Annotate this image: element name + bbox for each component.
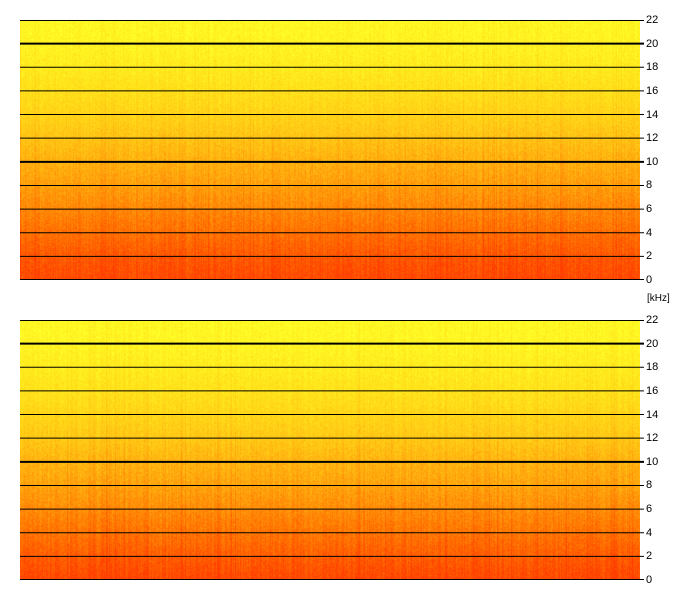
frequency-axis-bottom: 22 20 18 16 14 12 10 8 6 4 2 0	[646, 314, 676, 586]
tick-label-top-10: 10	[646, 155, 659, 168]
tick-label-bottom-6: 6	[646, 503, 653, 516]
tick-label-bottom-14: 14	[646, 408, 659, 421]
tick-label-top-2: 2	[646, 250, 653, 263]
spectrogram-bottom-image	[20, 320, 640, 580]
tick-label-top-16: 16	[646, 84, 659, 97]
tick-label-top-20: 20	[646, 37, 659, 50]
tick-label-bottom-18: 18	[646, 361, 659, 374]
tick-label-top-12: 12	[646, 132, 659, 145]
gridlines-top	[20, 20, 644, 280]
tick-label-top-18: 18	[646, 61, 659, 74]
tick-label-bottom-0: 0	[646, 574, 653, 586]
tick-label-bottom-16: 16	[646, 384, 659, 397]
spectrogram-bottom	[20, 320, 644, 580]
tick-label-bottom-4: 4	[646, 526, 653, 539]
tick-label-top-14: 14	[646, 108, 659, 121]
tick-label-top-4: 4	[646, 226, 653, 239]
tick-label-top-6: 6	[646, 203, 653, 216]
tick-label-bottom-8: 8	[646, 479, 653, 492]
gridlines-bottom	[20, 320, 644, 580]
tick-label-top-22: 22	[646, 14, 659, 26]
spectrogram-top-image	[20, 20, 640, 280]
frequency-unit-label: [kHz]	[647, 293, 670, 304]
spectrogram-top	[20, 20, 644, 280]
tick-label-top-0: 0	[646, 274, 653, 286]
tick-label-bottom-22: 22	[646, 314, 659, 326]
tick-label-bottom-2: 2	[646, 550, 653, 563]
tick-label-top-8: 8	[646, 179, 653, 192]
frequency-axis-top: 22 20 18 16 14 12 10 8 6 4 2 0	[646, 14, 676, 286]
tick-label-bottom-12: 12	[646, 432, 659, 445]
tick-label-bottom-10: 10	[646, 455, 659, 468]
tick-label-bottom-20: 20	[646, 337, 659, 350]
